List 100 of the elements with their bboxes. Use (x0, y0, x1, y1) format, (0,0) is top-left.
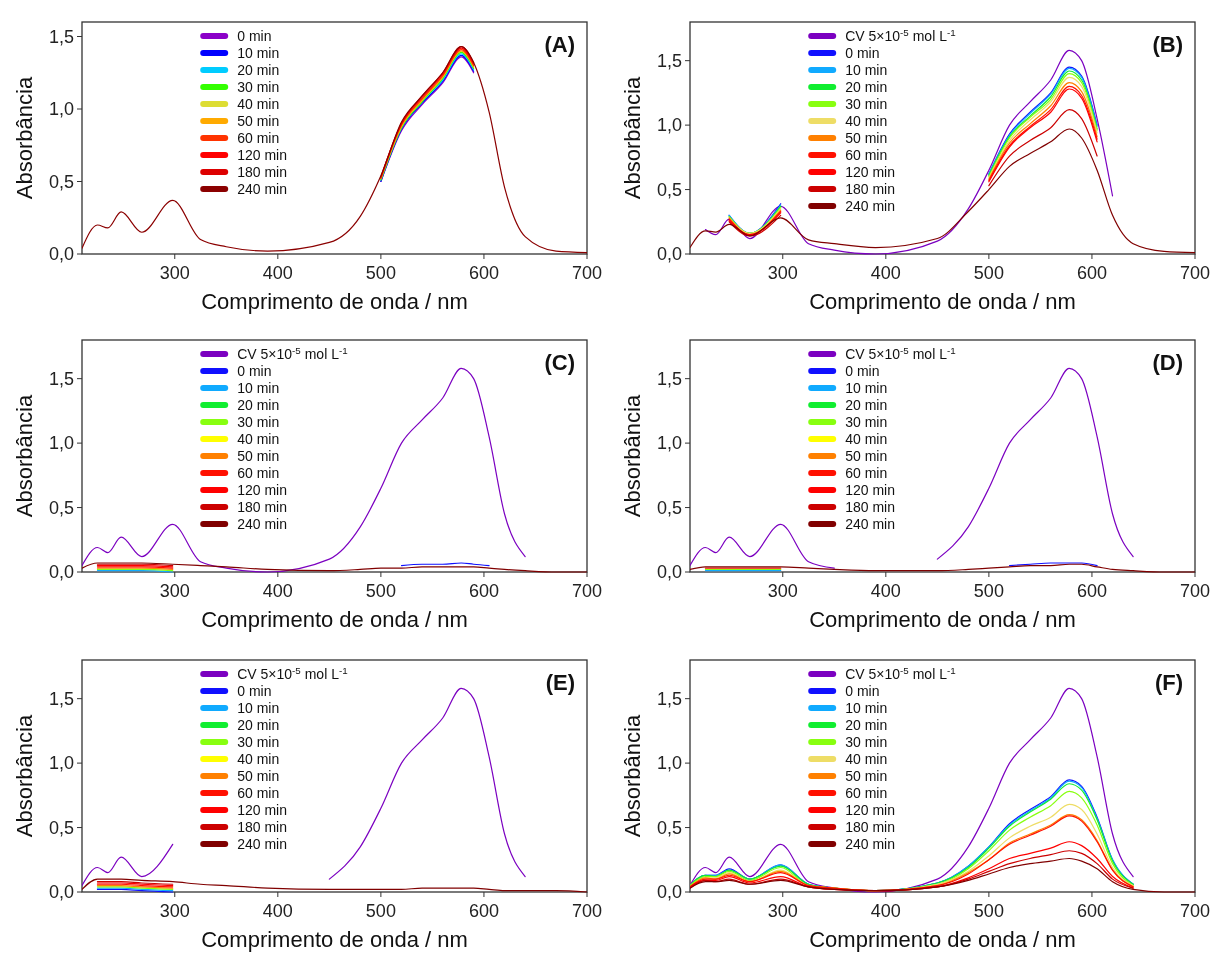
legend-label: 240 min (237, 835, 288, 852)
legend-label: 60 min (237, 784, 280, 801)
legend-label: 180 min (845, 180, 896, 197)
legend-label: 10 min (237, 44, 280, 61)
legend-label: 120 min (845, 163, 896, 180)
x-tick-label: 400 (870, 581, 901, 601)
y-tick-label: 0,5 (656, 179, 682, 200)
x-tick-label: 400 (870, 901, 901, 921)
x-tick-label: 400 (262, 263, 293, 283)
x-tick-label: 500 (973, 263, 1004, 283)
legend-label: 30 min (845, 413, 888, 430)
legend-label: 60 min (845, 784, 888, 801)
legend-label: 180 min (237, 818, 288, 835)
legend-label: 30 min (237, 78, 280, 95)
x-tick-label: 300 (767, 901, 798, 921)
x-tick-label: 700 (1179, 263, 1211, 283)
x-axis-title: Comprimento de onda / nm (201, 607, 468, 632)
legend-label: 120 min (237, 481, 288, 498)
x-tick-label: 300 (159, 581, 190, 601)
legend-label: 180 min (237, 498, 288, 515)
y-tick-label: 1,0 (48, 433, 74, 454)
legend-label: 40 min (237, 430, 280, 447)
legend-label: 0 min (237, 27, 272, 44)
y-tick-label: 0,0 (656, 882, 682, 903)
legend-label: 180 min (237, 163, 288, 180)
x-axis-title: Comprimento de onda / nm (201, 289, 468, 314)
x-tick-label: 400 (870, 263, 901, 283)
y-tick-label: 0,0 (48, 882, 74, 903)
text: (B) (1152, 32, 1183, 57)
legend-label: 240 min (845, 835, 896, 852)
legend-label: 10 min (845, 379, 888, 396)
legend-label: 20 min (845, 78, 888, 95)
legend-label: 180 min (845, 818, 896, 835)
text: (F) (1154, 670, 1183, 695)
y-axis-title: Absorbância (12, 394, 37, 518)
legend-label: 30 min (845, 733, 888, 750)
x-tick-label: 500 (365, 901, 396, 921)
x-tick-label: 700 (1179, 901, 1211, 921)
x-tick-label: 600 (1076, 901, 1107, 921)
legend-label: 20 min (845, 396, 888, 413)
y-tick-label: 0,0 (656, 244, 682, 265)
y-tick-label: 0,5 (656, 817, 682, 838)
legend-label: 0 min (845, 362, 880, 379)
x-tick-label: 500 (365, 581, 396, 601)
text: (E) (545, 670, 575, 695)
y-tick-label: 1,5 (656, 688, 682, 709)
x-tick-label: 600 (468, 263, 499, 283)
x-tick-label: 700 (571, 263, 603, 283)
legend-label: 180 min (845, 498, 896, 515)
legend-label: 0 min (845, 44, 880, 61)
legend-label: 20 min (237, 716, 280, 733)
legend-label: CV 5×10$^{-5}$ mol L$^{-1}$ (237, 344, 348, 362)
legend-label: 10 min (845, 699, 888, 716)
x-tick-label: 700 (1179, 581, 1211, 601)
y-tick-label: 0,5 (48, 497, 74, 518)
x-tick-label: 600 (1076, 581, 1107, 601)
legend-label: 60 min (237, 464, 280, 481)
x-tick-label: 300 (159, 901, 190, 921)
legend-label: 0 min (237, 362, 272, 379)
x-axis-title: Comprimento de onda / nm (201, 927, 468, 952)
y-tick-label: 1,0 (656, 433, 682, 454)
legend-label: 240 min (237, 180, 288, 197)
legend-label: 50 min (237, 767, 280, 784)
x-tick-label: 400 (262, 901, 293, 921)
text: (A) (544, 32, 575, 57)
y-tick-label: 0,0 (656, 562, 682, 583)
legend-label: 50 min (237, 112, 280, 129)
legend-label: 30 min (237, 413, 280, 430)
legend-label: 40 min (237, 750, 280, 767)
legend-label: 20 min (845, 716, 888, 733)
x-tick-label: 600 (468, 901, 499, 921)
x-tick-label: 300 (767, 581, 798, 601)
legend-label: 120 min (237, 146, 288, 163)
y-tick-label: 1,5 (48, 26, 74, 47)
y-tick-label: 1,5 (656, 368, 682, 389)
legend-label: 120 min (845, 481, 896, 498)
legend-label: 30 min (237, 733, 280, 750)
legend-label: 240 min (237, 515, 288, 532)
x-axis-title: Comprimento de onda / nm (809, 607, 1076, 632)
legend-label: 40 min (845, 112, 888, 129)
y-tick-label: 1,5 (656, 50, 682, 71)
legend-label: 240 min (845, 515, 896, 532)
y-tick-label: 0,0 (48, 562, 74, 583)
legend-label: 240 min (845, 197, 896, 214)
x-tick-label: 500 (365, 263, 396, 283)
legend-label: 40 min (237, 95, 280, 112)
y-tick-label: 0,5 (656, 497, 682, 518)
text: (C) (544, 350, 575, 375)
y-axis-title: Absorbância (620, 76, 645, 200)
x-tick-label: 700 (571, 901, 603, 921)
legend-label: 60 min (845, 464, 888, 481)
y-tick-label: 1,0 (656, 115, 682, 136)
legend-label: 20 min (237, 61, 280, 78)
x-axis-title: Comprimento de onda / nm (809, 927, 1076, 952)
legend-label: 60 min (845, 146, 888, 163)
legend-label: 0 min (237, 682, 272, 699)
x-tick-label: 600 (468, 581, 499, 601)
x-tick-label: 700 (571, 581, 603, 601)
y-tick-label: 1,5 (48, 688, 74, 709)
y-axis-title: Absorbância (12, 76, 37, 200)
